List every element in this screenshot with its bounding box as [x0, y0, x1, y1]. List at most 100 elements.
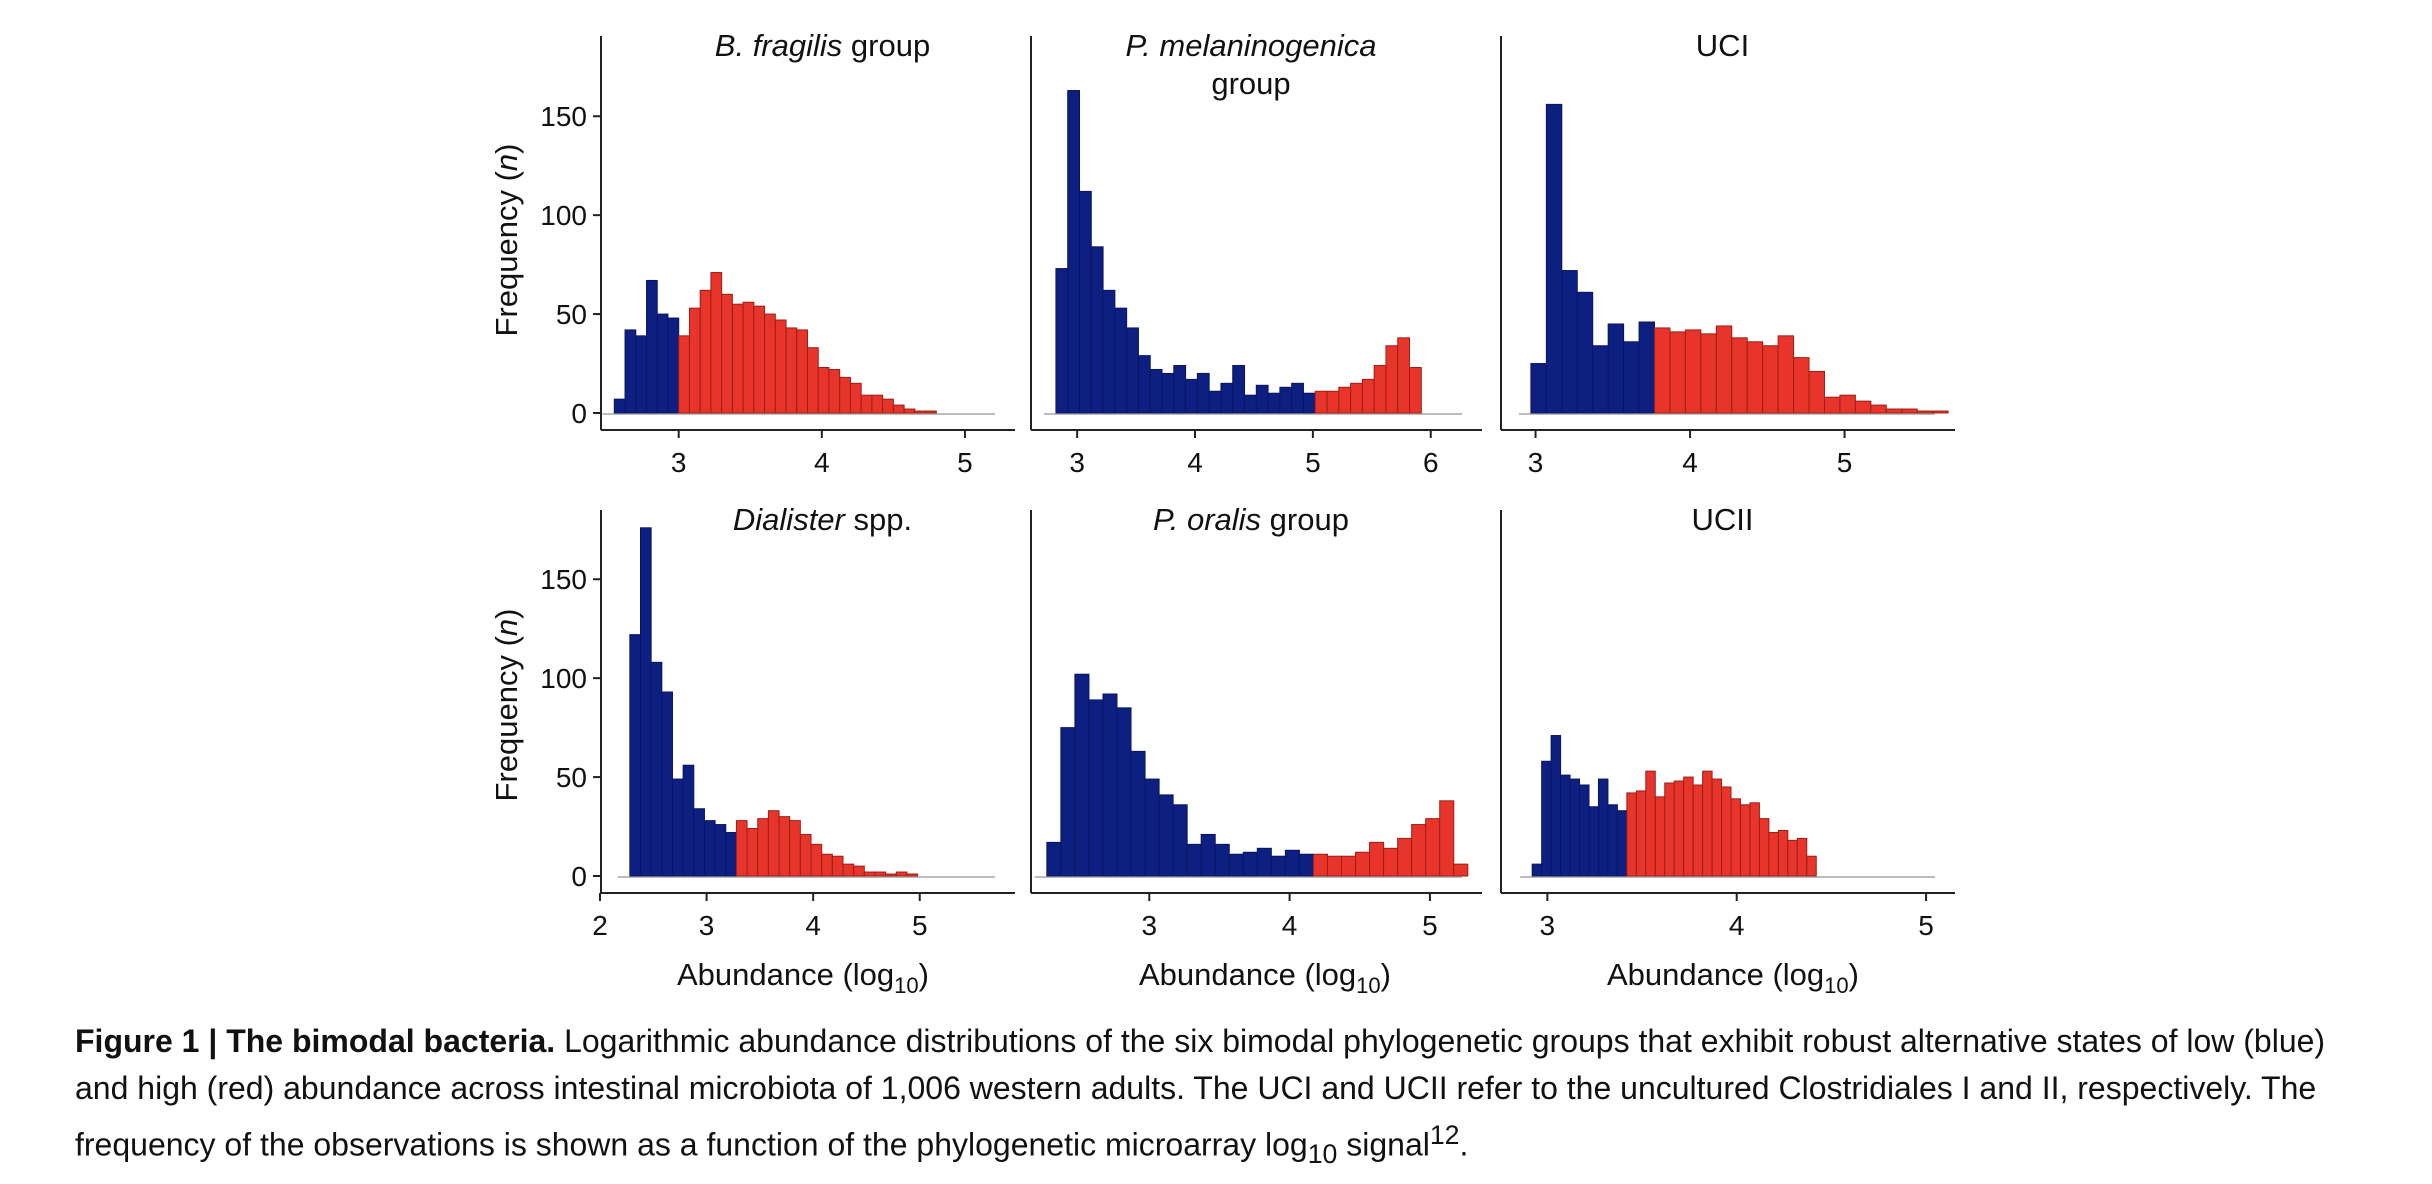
panel-5-bar-15	[1242, 851, 1258, 877]
panel-6-bar-5	[1569, 778, 1581, 877]
panel-5-bar-4	[1088, 699, 1104, 877]
panel-6-title: UCII	[1692, 502, 1754, 537]
panel-1-ytick-label-150: 150	[540, 101, 587, 132]
panel-3-bar-7	[1623, 341, 1640, 414]
panel-6-bar-25	[1758, 818, 1770, 877]
panel-2-bar-14	[1208, 390, 1222, 414]
panel-6-bar-8	[1597, 778, 1609, 877]
panel-3-bar-27	[1932, 410, 1949, 414]
panel-6-bar-15	[1664, 782, 1675, 877]
panel-2-bar-9	[1149, 368, 1163, 414]
panel-1-bar-5	[656, 313, 669, 414]
panel-2-bar-20	[1279, 386, 1293, 414]
panel-2-title: P. melaninogenica	[1125, 28, 1376, 63]
caption-subscript: 10	[1307, 1139, 1338, 1170]
figure-caption: Figure 1 | The bimodal bacteria. Logarit…	[75, 1018, 2375, 1178]
panel-1-bar-6	[667, 317, 680, 414]
panel-2-xtick-label-4: 4	[1187, 447, 1203, 478]
panel-2-bar-30	[1397, 337, 1411, 414]
panel-1-bar-26	[882, 398, 894, 414]
panel-1-bar-9	[699, 289, 712, 414]
panel-4-bar-25	[885, 873, 897, 877]
panel-5-bar-25	[1383, 847, 1399, 877]
panel-1-bar-1	[613, 398, 626, 414]
panel-1-bar-15	[764, 313, 776, 414]
panel-4-bar-26	[895, 871, 908, 877]
panel-5-bar-7	[1130, 750, 1146, 877]
panel-6-bar-14	[1654, 796, 1666, 877]
panel-3-bar-22	[1854, 400, 1872, 414]
panel-6-bar-12	[1635, 790, 1647, 877]
panel-3-bar-6	[1607, 323, 1625, 414]
panel-5-bar-1	[1046, 841, 1062, 877]
panel-6-xtick-label-3: 3	[1540, 910, 1556, 941]
panel-4-xtick-label-5: 5	[912, 910, 928, 941]
panel-6-bar-29	[1796, 837, 1808, 877]
panel-2-bar-31	[1409, 367, 1422, 414]
panel-3-bar-4	[1576, 291, 1594, 414]
panel-4-ytick-label-150: 150	[540, 564, 587, 595]
panel-6-bar-21	[1721, 786, 1732, 877]
panel-2-bar-29	[1385, 345, 1399, 414]
panel-6-bar-28	[1787, 839, 1798, 877]
panel-5-bar-12	[1200, 833, 1216, 877]
panel-2-bar-5	[1102, 289, 1116, 414]
panel-4-bar-20	[831, 855, 844, 877]
panel-6-bar-4	[1560, 774, 1571, 877]
panel-1-bar-18	[796, 329, 809, 414]
panel-4-xtick-label-3: 3	[699, 910, 715, 941]
panel-1-ytick-label-50: 50	[556, 299, 587, 330]
panel-4-xtick-label-4: 4	[805, 910, 821, 941]
panel-6-bar-22	[1730, 798, 1741, 877]
xlabel-col-1: Abundance (log10)	[677, 957, 929, 998]
panel-1-bar-12	[731, 303, 744, 414]
panel-6-bar-13	[1645, 770, 1656, 877]
panel-4-bar-10	[725, 831, 737, 877]
panel-1-bar-11	[721, 293, 733, 414]
panel-6-bar-18	[1692, 784, 1704, 877]
panel-2-bar-19	[1267, 392, 1281, 414]
panel-3-bar-13	[1715, 325, 1733, 414]
panel-1-bar-3	[635, 335, 648, 414]
panel-2-bar-11	[1173, 365, 1187, 414]
panel-6-xtick-label-4: 4	[1729, 910, 1745, 941]
panel-2-bar-2	[1067, 90, 1081, 414]
panel-1-bar-22	[839, 376, 851, 414]
panel-4-bar-12	[746, 828, 759, 877]
panel-1-bar-14	[753, 305, 766, 414]
panel-6-bar-26	[1768, 831, 1779, 877]
panel-4-xtick-label-2: 2	[592, 910, 608, 941]
panel-1-bar-4	[646, 279, 658, 414]
panel-5-bar-14	[1228, 853, 1244, 877]
panel-5-bar-28	[1425, 818, 1441, 877]
panel-4-bar-23	[863, 871, 876, 877]
panel-5-bar-20	[1312, 853, 1328, 877]
panel-6-xtick-label-5: 5	[1918, 910, 1934, 941]
panel-5-bar-5	[1102, 693, 1118, 877]
panel-6-bar-23	[1739, 804, 1751, 877]
caption-superscript: 12	[1429, 1120, 1460, 1150]
panel-2-bar-7	[1126, 327, 1139, 414]
panel-4-bar-15	[778, 816, 791, 877]
panel-2-xtick-label-6: 6	[1423, 447, 1439, 478]
panel-1-bar-29	[914, 410, 927, 414]
panel-4-bar-18	[810, 843, 823, 877]
panel-5-bar-24	[1369, 841, 1385, 877]
panel-3-xtick-label-3: 3	[1528, 447, 1544, 478]
panel-1-ytick-label-100: 100	[540, 200, 587, 231]
panel-5-bar-18	[1284, 849, 1300, 877]
ylabel-row-2: Frequency (n)	[489, 609, 524, 802]
panel-4-ytick-label-0: 0	[571, 861, 587, 892]
panel-6-bar-11	[1626, 792, 1637, 877]
panel-3-bar-1	[1530, 363, 1547, 414]
panel-6-bar-30	[1806, 855, 1817, 877]
panel-4-bar-4	[661, 691, 673, 877]
panel-2-title-line2: group	[1211, 66, 1290, 101]
panel-2-bar-22	[1302, 392, 1316, 414]
panel-5-bar-9	[1158, 794, 1174, 877]
panel-2-bar-25	[1338, 386, 1352, 414]
panel-1-bar-7	[678, 335, 690, 414]
panel-3-bar-18	[1793, 357, 1810, 414]
panel-5-bar-16	[1256, 847, 1272, 877]
